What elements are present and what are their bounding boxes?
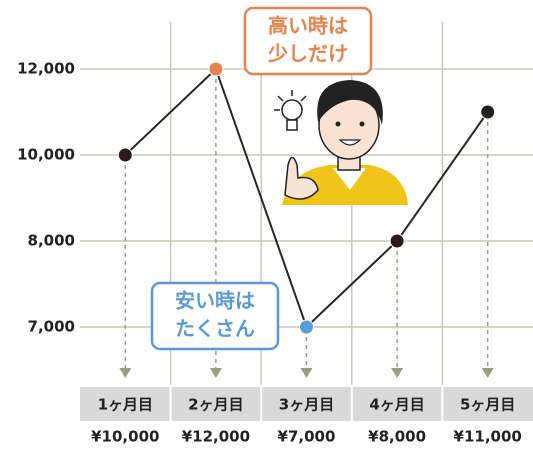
point: [300, 320, 314, 334]
price-label: ¥12,000: [182, 428, 250, 446]
price-label: ¥10,000: [91, 428, 159, 446]
y-tick-label: 7,000: [28, 318, 75, 336]
category-label: 2ヶ月目: [188, 396, 243, 414]
point: [481, 105, 495, 119]
point: [118, 148, 132, 162]
arrow-head: [119, 368, 131, 378]
arrow-head: [301, 368, 313, 378]
annotation-text: たくさん: [175, 317, 255, 341]
arrow-head: [482, 368, 494, 378]
price-label: ¥7,000: [278, 428, 336, 446]
arrow-head: [210, 368, 222, 378]
person-illustration: [274, 80, 408, 205]
category-label: 4ヶ月目: [369, 396, 424, 414]
category-label: 3ヶ月目: [279, 396, 334, 414]
price-label: ¥8,000: [368, 428, 426, 446]
arrow-head: [391, 368, 403, 378]
category-label: 1ヶ月目: [98, 396, 153, 414]
point: [390, 234, 404, 248]
y-tick-label: 12,000: [17, 60, 75, 78]
annotation-text: 安い時は: [175, 289, 255, 313]
chart: 7,000 8,000 10,000 12,000 1ヶ月目 ¥10,000 2ヶ月目 ¥12…: [0, 0, 533, 450]
annotation-text: 少しだけ: [267, 42, 348, 66]
annotation-text: 高い時は: [268, 14, 348, 38]
y-tick-label: 8,000: [28, 232, 75, 250]
price-label: ¥11,000: [454, 428, 522, 446]
y-tick-label: 10,000: [17, 146, 75, 164]
category-label: 5ヶ月目: [460, 396, 515, 414]
point: [209, 62, 223, 76]
